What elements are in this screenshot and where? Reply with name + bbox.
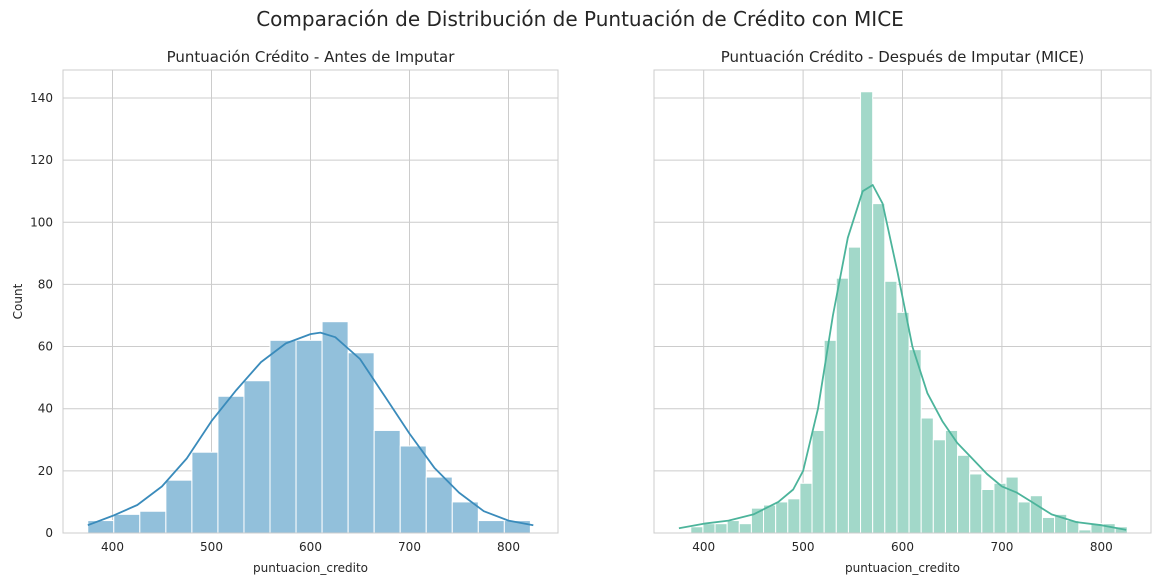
histogram-bar (217, 395, 245, 534)
histogram-bar (139, 510, 167, 534)
histogram-bar (1017, 501, 1031, 534)
figure-suptitle: Comparación de Distribución de Puntuació… (256, 7, 904, 31)
y-tick-label: 120 (30, 153, 53, 167)
histogram-bar (295, 339, 323, 534)
histogram-bar (811, 429, 825, 534)
histogram-bar (714, 523, 728, 534)
x-tick-label: 700 (398, 540, 421, 554)
x-tick-label: 600 (299, 540, 322, 554)
histogram-bar (823, 339, 837, 534)
histogram-bar (981, 488, 995, 534)
histogram-bar (944, 429, 959, 534)
histogram-bar (993, 482, 1007, 534)
histogram-bar (165, 479, 193, 534)
histogram-bar (269, 339, 297, 534)
histogram-bar (425, 476, 453, 534)
x-tick-label: 400 (692, 540, 715, 554)
histogram-bar (243, 380, 271, 534)
histogram-bar (884, 280, 898, 534)
y-tick-label: 80 (38, 277, 53, 291)
histogram-bar (932, 439, 946, 534)
y-axis-label: Count (11, 283, 25, 319)
x-tick-label: 700 (990, 540, 1013, 554)
x-axis-label: puntuacion_credito (253, 561, 368, 575)
x-tick-label: 400 (101, 540, 124, 554)
histogram-bar (872, 203, 886, 534)
histogram-bar (1005, 476, 1019, 534)
histogram-bar (860, 91, 874, 534)
y-tick-label: 60 (38, 340, 53, 354)
histogram-bar (896, 311, 910, 534)
y-tick-label: 100 (30, 215, 53, 229)
kde-line (87, 331, 534, 527)
kde-line (678, 184, 1127, 531)
histogram-bar (787, 498, 801, 534)
histogram-bar (702, 523, 716, 534)
histogram-bar (799, 482, 813, 534)
histogram-bar (399, 445, 427, 534)
plot-frame (653, 69, 1152, 534)
histogram-bar (477, 520, 505, 534)
panel-title: Puntuación Crédito - Después de Imputar … (721, 48, 1085, 66)
histogram-bar (113, 513, 141, 534)
x-axis-label: puntuacion_credito (845, 561, 960, 575)
histogram-bar (775, 501, 789, 534)
histogram-bar (847, 246, 862, 534)
histogram-bar (908, 349, 922, 534)
y-tick-label: 140 (30, 91, 53, 105)
histogram-bar (726, 520, 740, 534)
y-tick-label: 0 (45, 526, 53, 540)
histogram-before-imputation: 400 500 600 700 800 0 20 40 60 80 100 120 140 Puntuac… (11, 48, 559, 575)
histogram-bar (957, 454, 971, 534)
histogram-bar (87, 520, 115, 534)
histogram-bar (690, 526, 704, 534)
y-tick-label: 40 (38, 402, 53, 416)
histogram-bar (969, 473, 983, 534)
histogram-after-imputation: 400 500 600 700 800 Puntuación Crédito - Desp… (653, 48, 1152, 575)
x-tick-label: 500 (200, 540, 223, 554)
x-tick-label: 800 (497, 540, 520, 554)
panel-title: Puntuación Crédito - Antes de Imputar (167, 48, 456, 66)
x-tick-label: 600 (891, 540, 914, 554)
plot-frame (62, 69, 559, 534)
x-tick-label: 800 (1090, 540, 1113, 554)
x-tick-label: 500 (792, 540, 815, 554)
histogram-bar (451, 501, 479, 534)
histogram-bar (191, 451, 219, 534)
y-tick-label: 20 (38, 464, 53, 478)
histogram-bar (347, 352, 375, 534)
histogram-bar (373, 429, 401, 534)
histogram-bar (1041, 516, 1056, 534)
histogram-bar (738, 523, 752, 534)
histogram-bar (920, 417, 934, 534)
histogram-bar (835, 277, 849, 534)
histogram-bar (321, 321, 349, 534)
